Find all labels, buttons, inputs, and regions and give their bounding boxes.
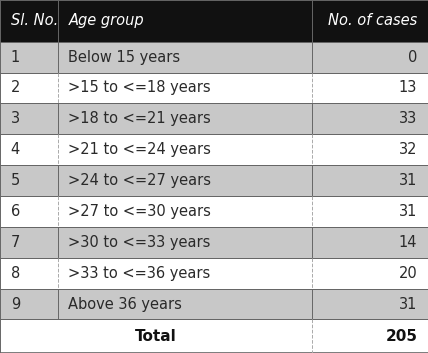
Text: 6: 6 (11, 204, 20, 219)
Bar (0, 103, 428, 134)
Text: Total: Total (135, 329, 177, 344)
Text: 31: 31 (399, 297, 417, 312)
Bar (0, 134, 428, 165)
Text: >27 to <=30 years: >27 to <=30 years (68, 204, 211, 219)
Text: 31: 31 (399, 173, 417, 188)
Text: 8: 8 (11, 266, 20, 281)
Text: >15 to <=18 years: >15 to <=18 years (68, 80, 211, 95)
Text: >30 to <=33 years: >30 to <=33 years (68, 235, 211, 250)
Text: 9: 9 (11, 297, 20, 312)
Text: Above 36 years: Above 36 years (68, 297, 182, 312)
Bar (0, 0, 428, 42)
Text: 4: 4 (11, 142, 20, 157)
Text: 32: 32 (399, 142, 417, 157)
Text: 5: 5 (11, 173, 20, 188)
Text: 0: 0 (408, 49, 417, 65)
Text: Age group: Age group (68, 13, 144, 28)
Bar (0, 196, 428, 227)
Text: No. of cases: No. of cases (328, 13, 417, 28)
Bar (0, 42, 428, 72)
Text: 33: 33 (399, 111, 417, 126)
Text: 14: 14 (399, 235, 417, 250)
Text: 2: 2 (11, 80, 20, 95)
Bar (0, 319, 428, 353)
Text: 3: 3 (11, 111, 20, 126)
Text: 205: 205 (385, 329, 417, 344)
Text: 13: 13 (399, 80, 417, 95)
Text: >33 to <=36 years: >33 to <=36 years (68, 266, 211, 281)
Text: >24 to <=27 years: >24 to <=27 years (68, 173, 211, 188)
Text: 1: 1 (11, 49, 20, 65)
Text: >18 to <=21 years: >18 to <=21 years (68, 111, 211, 126)
Text: Below 15 years: Below 15 years (68, 49, 181, 65)
Text: >21 to <=24 years: >21 to <=24 years (68, 142, 211, 157)
Text: 31: 31 (399, 204, 417, 219)
Text: 20: 20 (398, 266, 417, 281)
Text: 7: 7 (11, 235, 20, 250)
Bar (0, 227, 428, 258)
Bar (0, 258, 428, 289)
Bar (0, 72, 428, 103)
Bar (0, 289, 428, 319)
Bar (0, 165, 428, 196)
Text: Sl. No.: Sl. No. (11, 13, 58, 28)
